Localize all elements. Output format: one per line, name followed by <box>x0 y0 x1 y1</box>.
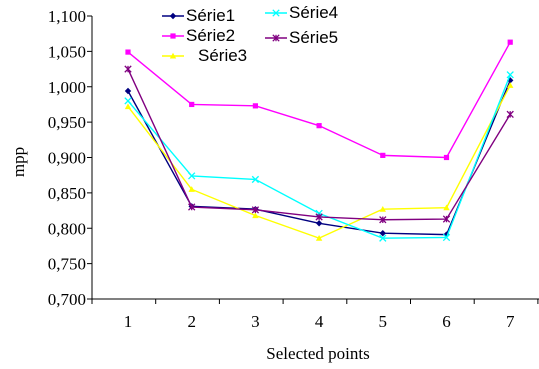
x-tick-label: 6 <box>442 312 451 331</box>
legend-label: Série1 <box>186 6 235 25</box>
y-tick-label: 0,950 <box>48 113 86 132</box>
data-point <box>252 103 258 109</box>
y-tick-label: 1,100 <box>48 7 86 26</box>
x-tick-label: 2 <box>187 312 196 331</box>
marker-stroke <box>506 71 514 79</box>
legend-marker <box>272 34 280 42</box>
y-tick-label: 0,750 <box>48 255 86 274</box>
data-point <box>315 234 323 241</box>
y-axis-ticks: 0,700 0,750 0,800 0,850 0,900 0,950 1,000 1,050… <box>48 7 92 309</box>
data-point <box>380 152 386 158</box>
data-point <box>124 103 132 110</box>
data-point <box>442 233 451 242</box>
data-point <box>507 39 513 45</box>
y-tick-label: 0,900 <box>48 149 86 168</box>
legend-marker <box>169 12 177 20</box>
series-3 <box>124 82 514 241</box>
legend-label: Série3 <box>198 46 247 65</box>
data-point <box>379 205 386 212</box>
x-axis-title: Selected points <box>266 344 369 363</box>
data-point <box>316 123 322 129</box>
data-point <box>379 230 386 237</box>
data-point <box>506 110 514 119</box>
data-point <box>188 172 196 180</box>
marker-stroke <box>251 175 260 184</box>
y-tick-label: 0,700 <box>48 290 86 309</box>
marker-stroke <box>124 97 132 105</box>
series-line <box>127 80 511 236</box>
y-tick-label: 0,800 <box>48 219 86 238</box>
x-tick-label: 1 <box>124 312 133 331</box>
legend-label: Série5 <box>289 28 338 47</box>
series-2 <box>125 39 513 161</box>
legend-marker <box>272 9 280 17</box>
series-lines <box>124 39 514 242</box>
data-point <box>442 215 451 223</box>
y-tick-label: 1,000 <box>48 78 86 97</box>
legend-item-4: Série4 <box>265 3 338 22</box>
x-tick-label: 4 <box>315 312 324 331</box>
data-point <box>124 97 132 105</box>
data-point <box>124 65 132 73</box>
marker-stroke <box>442 233 451 242</box>
legend-item-2: Série2 <box>162 26 235 45</box>
marker-stroke <box>379 234 387 242</box>
series-line <box>127 68 511 221</box>
x-axis-ticks: 1 2 3 4 5 6 7 <box>91 299 539 331</box>
legend-marker <box>169 52 177 59</box>
series-5 <box>124 65 514 224</box>
legend-label: Série4 <box>289 3 338 22</box>
data-point <box>188 203 196 211</box>
data-point <box>125 49 131 55</box>
data-point <box>251 175 260 184</box>
legend-item-1: Série1 <box>162 6 235 25</box>
data-point <box>506 71 514 79</box>
data-point <box>379 216 387 224</box>
y-tick-label: 0,850 <box>48 184 86 203</box>
data-point <box>315 213 323 221</box>
x-tick-label: 3 <box>251 312 260 331</box>
data-point <box>379 234 387 242</box>
data-point <box>443 204 450 211</box>
data-point <box>252 212 259 219</box>
series-line <box>127 41 511 159</box>
data-point <box>188 186 195 192</box>
data-point <box>124 87 132 95</box>
data-point <box>189 101 195 108</box>
x-tick-label: 5 <box>379 312 388 331</box>
y-axis-title: mpp <box>9 147 28 177</box>
marker-stroke <box>272 9 280 17</box>
data-point <box>443 154 450 161</box>
data-point <box>507 82 514 88</box>
y-tick-label: 1,050 <box>48 42 86 61</box>
legend-marker <box>170 33 176 39</box>
data-point <box>251 206 260 214</box>
data-point <box>315 220 323 227</box>
marker-stroke <box>188 172 196 180</box>
legend-label: Série2 <box>186 26 235 45</box>
legend-item-3: Série3 <box>162 46 247 65</box>
legend-item-5: Série5 <box>265 28 338 47</box>
x-tick-label: 7 <box>506 312 515 331</box>
